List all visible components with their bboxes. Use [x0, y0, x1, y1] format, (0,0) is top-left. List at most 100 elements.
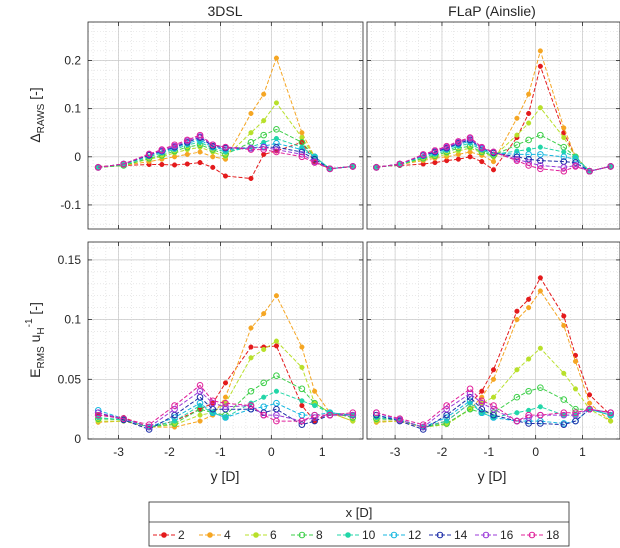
data-point-18	[525, 411, 532, 419]
data-point-12	[560, 153, 568, 161]
series-line-16	[98, 390, 353, 428]
y-tick-label: 0	[74, 150, 81, 164]
data-point-8	[513, 393, 521, 401]
data-point-2	[248, 344, 254, 350]
data-point-2	[526, 296, 532, 302]
data-point-4	[273, 55, 279, 61]
data-point-18	[196, 381, 204, 389]
data-point-16	[222, 403, 229, 411]
data-point-18	[607, 409, 614, 417]
data-point-6	[537, 345, 543, 351]
data-point-18	[537, 165, 544, 173]
data-point-2	[172, 162, 178, 168]
data-point-4	[210, 154, 216, 160]
data-point-10	[273, 388, 279, 394]
data-point-2	[537, 63, 543, 69]
data-point-12	[209, 409, 217, 417]
data-point-18	[326, 411, 334, 419]
legend-label-4: 4	[224, 528, 231, 542]
data-point-10	[299, 398, 305, 404]
data-point-18	[247, 146, 255, 153]
data-point-8	[466, 405, 474, 413]
data-point-6	[608, 418, 614, 424]
data-point-8	[273, 126, 280, 133]
data-point-2	[467, 154, 473, 160]
data-point-4	[299, 344, 305, 350]
data-point-16	[443, 405, 450, 413]
data-point-4	[197, 418, 203, 424]
data-point-18	[572, 163, 579, 170]
data-point-6	[561, 370, 567, 376]
data-point-2	[586, 392, 593, 398]
data-point-18	[586, 167, 593, 175]
data-point-18	[490, 148, 497, 156]
data-point-16	[311, 414, 318, 421]
data-point-18	[466, 385, 474, 393]
series-line-6	[98, 102, 353, 170]
data-point-4	[561, 125, 567, 131]
data-point-18	[196, 131, 204, 139]
series-line-8	[376, 134, 611, 172]
data-point-14	[537, 157, 544, 164]
data-point-8	[537, 384, 544, 391]
data-point-12	[171, 414, 178, 421]
series-line-4	[98, 56, 353, 170]
series-line-2	[376, 64, 611, 172]
data-point-18	[247, 402, 255, 409]
plot-area	[367, 22, 620, 229]
data-point-4	[561, 323, 567, 329]
data-point-18	[222, 399, 229, 407]
data-point-16	[560, 164, 568, 171]
data-point-12	[572, 155, 579, 163]
x-tick-label: 0	[532, 445, 539, 459]
data-point-6	[514, 132, 520, 138]
data-point-18	[184, 136, 191, 144]
x-tick-label: -1	[483, 445, 494, 459]
data-point-8	[560, 396, 568, 403]
data-point-18	[607, 163, 614, 170]
data-point-18	[209, 141, 217, 149]
data-point-18	[145, 150, 153, 158]
data-point-18	[431, 147, 439, 154]
series-line-14	[376, 396, 611, 430]
data-point-2	[222, 380, 229, 386]
data-point-8	[537, 131, 544, 139]
ylabel-erms: ERMS uH-1 [-]	[24, 302, 47, 378]
data-point-2	[222, 173, 229, 179]
data-point-6	[537, 105, 543, 111]
data-point-8	[273, 372, 280, 380]
data-point-18	[311, 411, 318, 419]
data-point-6	[273, 338, 279, 344]
data-point-2	[561, 313, 567, 319]
data-point-18	[158, 146, 166, 153]
data-point-10	[261, 394, 267, 400]
data-point-18	[373, 409, 380, 417]
data-point-2	[479, 388, 485, 394]
data-point-14	[145, 426, 153, 433]
xlabel-right: y [D]	[478, 468, 507, 484]
legend-label-12: 12	[408, 528, 422, 542]
data-point-14	[247, 405, 255, 413]
panel-title-3dsl: 3DSL	[207, 3, 242, 19]
data-point-12	[222, 414, 229, 421]
data-point-2	[197, 160, 203, 166]
data-point-18	[560, 167, 568, 175]
x-tick-label: -1	[215, 445, 226, 459]
y-tick-label: 0.2	[64, 54, 81, 68]
panel-3dsl-erms: -3 -2 -1 0 1 0 0.05 0.1 0.15	[58, 241, 364, 459]
y-tick-label: 0.1	[64, 313, 81, 327]
data-point-16	[490, 405, 497, 413]
data-point-6	[248, 355, 254, 361]
data-point-14	[373, 411, 380, 419]
series-line-14	[98, 136, 353, 170]
data-point-12	[525, 151, 532, 158]
data-point-8	[260, 379, 267, 387]
series-line-6	[376, 106, 611, 172]
data-point-16	[349, 411, 357, 419]
data-point-12	[443, 414, 450, 421]
data-point-4	[248, 110, 254, 117]
panel-3dsl-raws: -0.1 0 0.1 0.2	[60, 21, 364, 230]
data-point-10	[312, 403, 318, 409]
data-point-2	[159, 161, 165, 168]
legend-marker-12	[390, 531, 398, 539]
